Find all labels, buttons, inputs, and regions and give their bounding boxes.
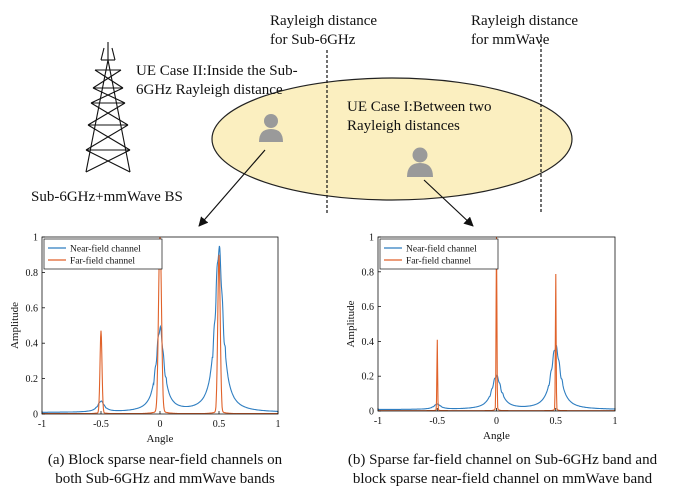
series-line-near-field <box>378 344 615 410</box>
legend-label: Near-field channel <box>406 244 477 255</box>
cell-tower-icon <box>85 42 131 173</box>
x-axis-label: Angle <box>483 430 510 442</box>
chart-b: -1 -0.5 0 0.5 1 0 0.2 0.4 0.6 0.8 1 Angle Amplitude N… <box>345 233 618 443</box>
caption-b: (b) Sparse far-field channel on Sub-6GHz… <box>347 452 658 487</box>
x-tick-label: -1 <box>38 419 46 430</box>
y-tick-label: 0.4 <box>362 337 375 348</box>
person-icon <box>259 114 283 142</box>
x-tick-label: 1 <box>613 416 618 427</box>
x-tick-label: 0.5 <box>550 416 563 427</box>
y-tick-label: 1 <box>369 233 374 244</box>
caption-a: (a) Block sparse near-field channels on … <box>47 452 283 487</box>
x-tick-label: 0 <box>158 419 163 430</box>
legend-box <box>43 238 163 270</box>
arrow-to-plot-b <box>423 179 474 227</box>
x-tick-label: -0.5 <box>429 416 445 427</box>
coverage-ellipse <box>211 77 573 201</box>
chart-a: -1 -0.5 0 0.5 1 0 0.2 0.4 0.6 0.8 1 Angle Amplitude N… <box>9 233 281 446</box>
y-tick-label: 0.4 <box>26 339 39 350</box>
legend-label: Near-field channel <box>70 244 141 255</box>
y-tick-label: 0.6 <box>26 303 39 314</box>
bs-label: Sub-6GHz+mmWave BS <box>31 189 183 205</box>
y-axis-label: Amplitude <box>9 302 21 349</box>
ue-case2-label: UE Case II:Inside the Sub- 6GHz Rayleigh… <box>136 63 298 98</box>
x-tick-label: 0 <box>494 416 499 427</box>
x-tick-label: -1 <box>374 416 382 427</box>
x-tick-label: 1 <box>276 419 281 430</box>
rayleigh-mmwave-label: Rayleigh distance for mmWave <box>471 13 579 48</box>
y-tick-label: 0.8 <box>26 268 39 279</box>
x-tick-label: 0.5 <box>213 419 226 430</box>
legend-label: Far-field channel <box>406 256 471 267</box>
y-tick-label: 0 <box>369 407 374 418</box>
person-icon <box>407 147 433 177</box>
y-tick-label: 0.2 <box>362 372 375 383</box>
arrow-to-plot-a <box>198 149 266 227</box>
y-tick-label: 0.2 <box>26 374 39 385</box>
legend-box <box>379 238 499 270</box>
x-tick-label: -0.5 <box>93 419 109 430</box>
x-axis-label: Angle <box>147 433 174 445</box>
y-axis-label: Amplitude <box>345 300 357 347</box>
y-tick-label: 0.6 <box>362 302 375 313</box>
y-tick-label: 1 <box>33 233 38 244</box>
rayleigh-sub6-label: Rayleigh distance for Sub-6GHz <box>270 13 378 48</box>
legend-label: Far-field channel <box>70 256 135 267</box>
ue-case1-label: UE Case I:Between two Rayleigh distances <box>347 99 492 134</box>
y-tick-label: 0 <box>33 410 38 421</box>
series-line-near-field <box>42 245 278 413</box>
y-tick-label: 0.8 <box>362 267 375 278</box>
